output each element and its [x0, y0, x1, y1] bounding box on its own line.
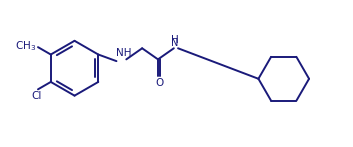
Text: CH$_3$: CH$_3$ [15, 40, 36, 53]
Text: H: H [170, 35, 178, 45]
Text: N: N [171, 38, 178, 48]
Text: NH: NH [116, 48, 132, 58]
Text: Cl: Cl [31, 91, 42, 101]
Text: O: O [155, 78, 163, 88]
